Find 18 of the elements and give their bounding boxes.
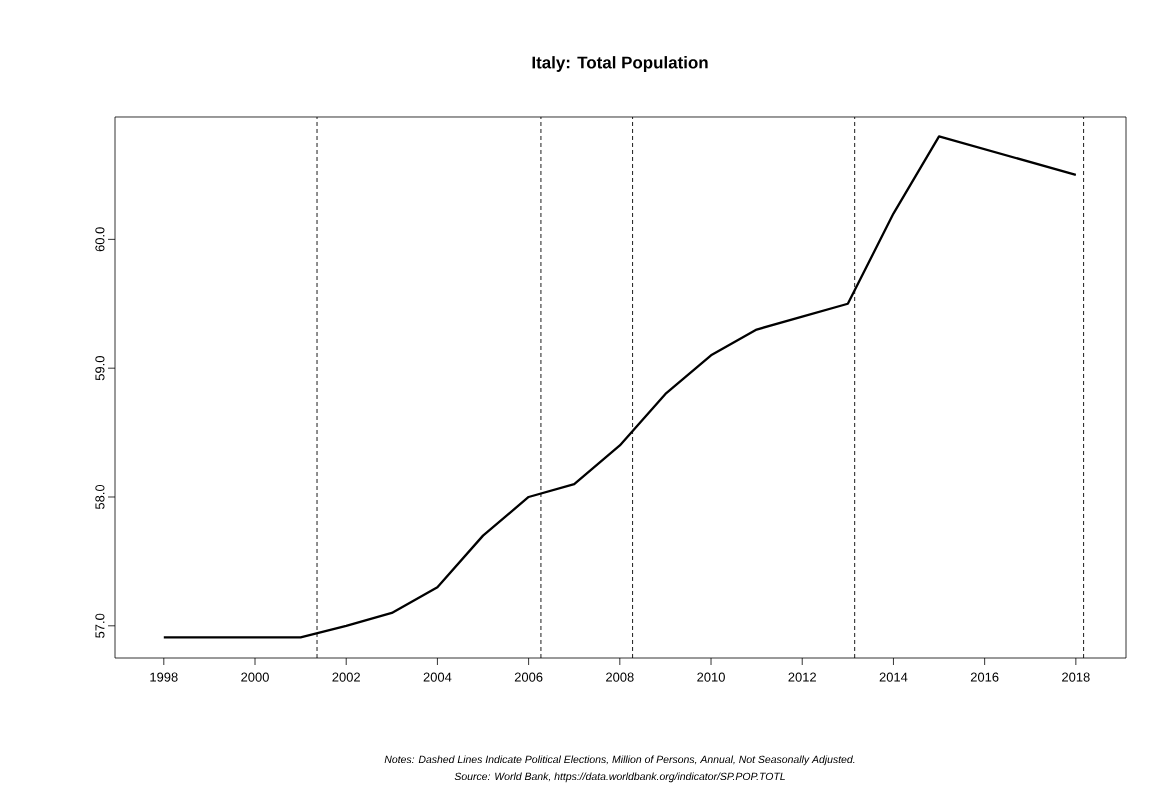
y-tick-label: 60.0	[95, 227, 105, 252]
x-tick-label: 2000	[241, 672, 269, 682]
x-tick-label: 2018	[1062, 672, 1090, 682]
x-tick-label: 2012	[788, 672, 816, 682]
x-tick-label: 2006	[514, 672, 543, 682]
y-tick-label: 59.0	[95, 356, 105, 381]
x-tick-label: 2014	[879, 672, 908, 682]
x-tick-label: 2010	[697, 672, 725, 682]
x-tick-label: 2002	[332, 672, 360, 682]
y-tick-label: 57.0	[95, 613, 105, 638]
text: Notes: Dashed Lines Indicate Political Elections, Million of Persons, Annual, Not Seasonally Adjusted.	[384, 755, 855, 766]
source-note: Source: World Bank, https://data.worldbank.org/indicator/SP.POP.TOTL	[454, 772, 785, 783]
x-tick-label: 2004	[423, 672, 452, 682]
chart-title: Italy: Total Population	[532, 56, 708, 72]
x-tick-label: 2016	[970, 672, 999, 682]
y-tick-label: 58.0	[95, 484, 105, 510]
x-tick-label: 2008	[606, 672, 634, 682]
x-tick-label: 1998	[150, 672, 178, 682]
